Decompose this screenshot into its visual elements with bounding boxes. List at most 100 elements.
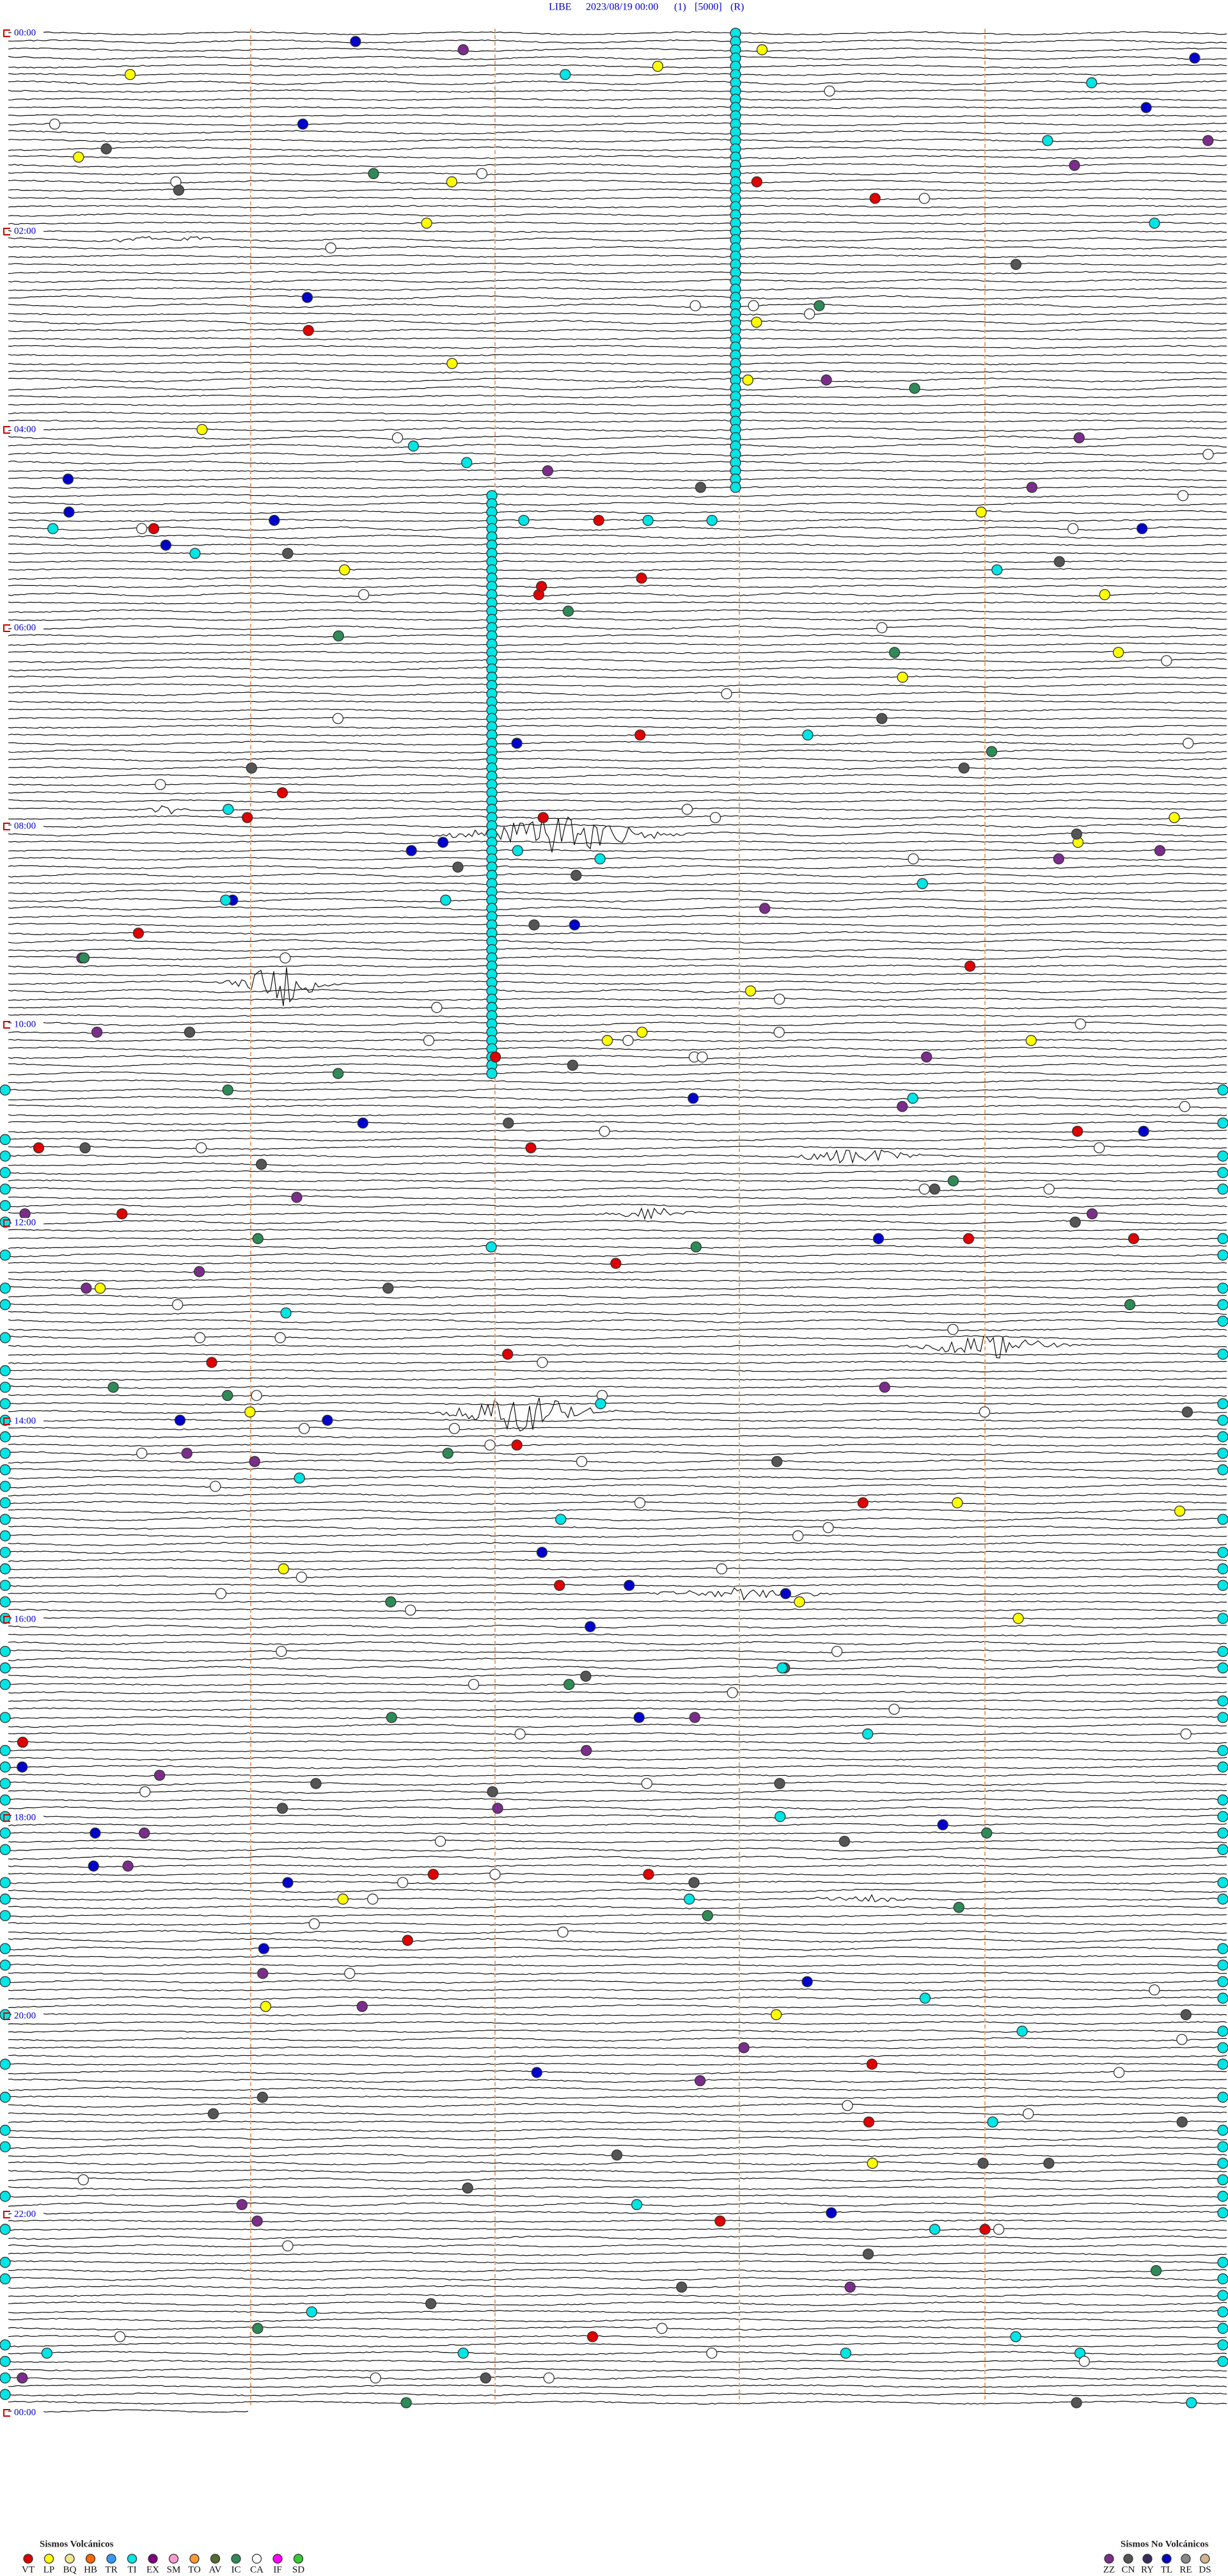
event-marker [921, 1051, 933, 1063]
event-marker [297, 118, 309, 130]
trace [8, 1616, 1227, 1620]
event-marker [1025, 1034, 1037, 1047]
event-marker [1124, 1299, 1136, 1311]
event-marker [423, 1034, 435, 1047]
event-marker [759, 903, 771, 914]
trace [8, 403, 1227, 407]
trace [8, 1641, 1227, 1646]
event-marker [301, 292, 313, 303]
trace [8, 691, 1227, 697]
event-marker [1217, 1547, 1228, 1558]
hour-label-bg [12, 226, 43, 237]
event-marker [1217, 2158, 1228, 2169]
trace [8, 328, 1227, 333]
event-marker [0, 1299, 11, 1311]
event-marker [1217, 1315, 1228, 1327]
trace [8, 1930, 1227, 1934]
trace [8, 1055, 1227, 1059]
trace [8, 2029, 1227, 2034]
trace [8, 634, 1227, 638]
trace [8, 1558, 1227, 1563]
event-marker [303, 324, 314, 336]
event-marker [1137, 523, 1148, 535]
event-marker [17, 1736, 29, 1748]
event-marker [1186, 2397, 1197, 2408]
event-marker [952, 1497, 963, 1508]
event-marker [492, 1803, 503, 1814]
trace [8, 171, 1227, 176]
event-marker [569, 919, 581, 931]
event-marker [879, 1381, 890, 1393]
event-marker [385, 1596, 397, 1608]
trace [8, 130, 1227, 135]
event-marker [511, 738, 523, 749]
event-marker [636, 573, 647, 584]
event-marker [88, 1860, 99, 1872]
trace [8, 805, 1227, 815]
event-marker [0, 2190, 11, 2202]
trace [8, 2013, 1227, 2016]
trace [8, 1369, 1227, 1373]
trace [8, 1716, 1227, 1719]
trace [8, 2351, 1227, 2356]
legend-code: DS [1199, 2564, 1211, 2575]
event-marker [593, 514, 604, 526]
event-marker [1073, 432, 1085, 444]
event-marker [0, 1249, 11, 1261]
trace [8, 1443, 1227, 1447]
event-marker [350, 36, 361, 47]
hour-bracket [3, 1814, 10, 1822]
trace [8, 2144, 1227, 2149]
event-marker [308, 1918, 320, 1930]
trace [8, 857, 1227, 861]
trace [8, 435, 1227, 440]
event-marker [681, 803, 693, 815]
trace [8, 1071, 1227, 1076]
event-marker [139, 1786, 151, 1798]
event-marker [624, 1579, 635, 1592]
event-marker [0, 2058, 11, 2070]
event-marker [17, 2372, 28, 2384]
event-marker [716, 1563, 728, 1575]
event-marker [407, 440, 419, 452]
trace [8, 1839, 1227, 1844]
hour-bracket [3, 2409, 10, 2417]
trace [8, 1014, 1227, 1018]
event-marker [391, 432, 404, 444]
event-marker [107, 1381, 119, 1393]
trace [8, 1872, 1227, 1876]
event-marker [448, 1423, 460, 1434]
event-marker [0, 1959, 11, 1971]
event-marker [0, 1464, 11, 1476]
event-marker [295, 1571, 308, 1583]
event-marker [862, 1728, 874, 1740]
event-marker [1176, 2034, 1188, 2045]
event-marker [160, 539, 171, 551]
event-marker [1053, 853, 1064, 865]
event-marker [595, 1398, 606, 1410]
trace [8, 235, 1227, 243]
hour-label-bg [12, 1615, 43, 1625]
trace [8, 2367, 1227, 2372]
trace [8, 56, 1227, 61]
trace [8, 1501, 1227, 1505]
trace [8, 1673, 1227, 1679]
event-markers [0, 28, 1228, 2408]
trace [8, 1822, 1227, 1827]
event-marker [802, 729, 814, 741]
event-marker [907, 1093, 918, 1104]
trace [8, 799, 1227, 803]
event-marker [1217, 1744, 1228, 1757]
trace [8, 361, 1227, 366]
trace [8, 1149, 1227, 1164]
legend-code: TI [127, 2564, 136, 2575]
trace [8, 543, 1227, 547]
event-marker [1217, 1448, 1228, 1459]
trace [8, 461, 1227, 465]
event-marker [511, 1439, 523, 1451]
event-marker [0, 2009, 11, 2021]
event-marker [468, 1679, 480, 1690]
trace [8, 1748, 1227, 1753]
hour-label: 06:00 [14, 622, 36, 633]
trace [8, 1237, 1227, 1240]
